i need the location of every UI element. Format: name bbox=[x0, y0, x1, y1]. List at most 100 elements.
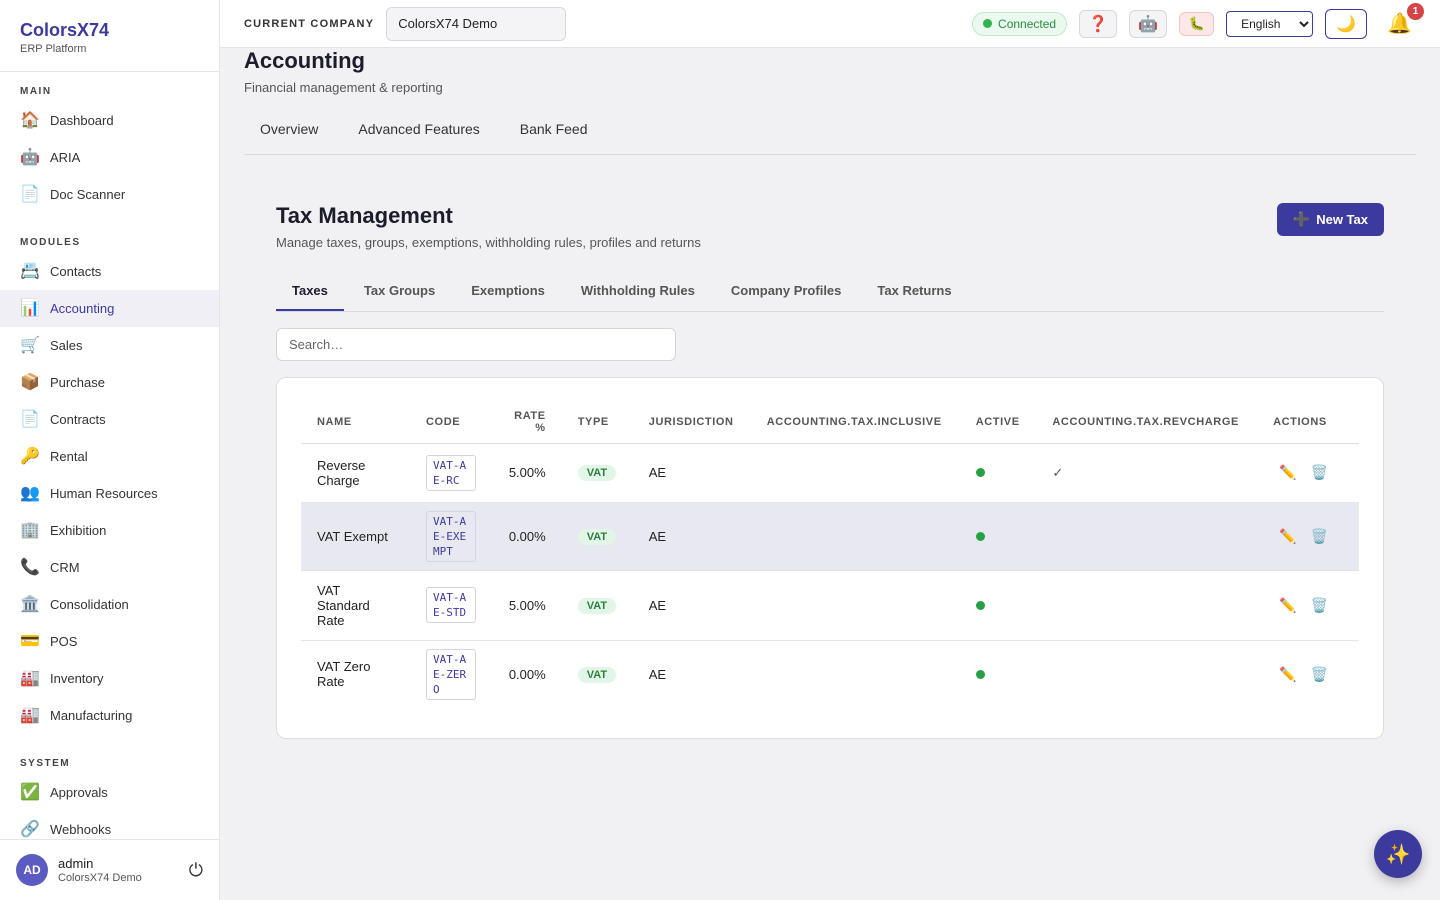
tax-name: VAT Standard Rate bbox=[301, 570, 410, 641]
tab-bank-feed[interactable]: Bank Feed bbox=[519, 121, 588, 137]
sales-icon: 🛒 bbox=[20, 336, 40, 354]
pencil-icon[interactable]: ✏️ bbox=[1279, 527, 1297, 544]
sidebar-item-pos[interactable]: 💳 POS bbox=[0, 623, 219, 660]
theme-toggle-button[interactable]: 🌙 bbox=[1325, 8, 1368, 39]
sidebar-item-exhibition[interactable]: 🏢 Exhibition bbox=[0, 512, 219, 549]
consolidation-icon: 🏛️ bbox=[20, 595, 40, 613]
sidebar: ColorsX74 ERP Platform MAIN 🏠 Dashboard 🤖 AR… bbox=[0, 0, 220, 900]
tax-type-badge: VAT bbox=[577, 597, 617, 614]
tab-withholding-rules[interactable]: Withholding Rules bbox=[580, 283, 695, 298]
sidebar-item-dashboard[interactable]: 🏠 Dashboard bbox=[0, 102, 219, 139]
tab-exemptions[interactable]: Exemptions bbox=[471, 283, 545, 298]
table-row[interactable]: Reverse Charge VAT-AE-RC 5.00% VAT AE ✓ ✏️ 🗑️ bbox=[301, 443, 1359, 503]
power-icon[interactable]: ⏻ bbox=[188, 859, 203, 880]
notification-count-badge: 1 bbox=[1407, 3, 1424, 20]
column-header: ACTIVE bbox=[959, 402, 1037, 444]
sidebar-item-contracts[interactable]: 📄 Contracts bbox=[0, 401, 219, 438]
doc-scanner-icon: 📄 bbox=[20, 185, 40, 203]
table-body: Reverse Charge VAT-AE-RC 5.00% VAT AE ✓ ✏️ 🗑️ VA… bbox=[301, 443, 1359, 708]
sidebar-item-inventory[interactable]: 🏭 Inventory bbox=[0, 660, 219, 697]
sidebar-item-label: Approvals bbox=[50, 785, 108, 800]
tax-code: VAT-AE-EXEMPT bbox=[426, 510, 476, 562]
notifications-button[interactable]: 🔔 1 bbox=[1387, 3, 1424, 36]
column-header: TYPE bbox=[561, 402, 633, 444]
tax-code-cell: VAT-AE-ZERO bbox=[410, 640, 493, 708]
sidebar-item-sales[interactable]: 🛒 Sales bbox=[0, 327, 219, 364]
sidebar-item-contacts[interactable]: 📇 Contacts bbox=[0, 253, 219, 290]
sidebar-item-human-resources[interactable]: 👥 Human Resources bbox=[0, 475, 219, 512]
tab-tax-groups[interactable]: Tax Groups bbox=[363, 283, 436, 298]
tax-active-cell bbox=[959, 443, 1037, 503]
tax-code: VAT-AE-STD bbox=[426, 587, 476, 623]
check-icon: ✓ bbox=[1052, 464, 1064, 480]
topbar: CURRENT COMPANY Connected ❓ 🤖 🐛 English … bbox=[220, 0, 1440, 48]
assistant-button[interactable]: 🤖 bbox=[1129, 9, 1168, 38]
moon-icon: 🌙 bbox=[1336, 15, 1357, 33]
sidebar-item-manufacturing[interactable]: 🏭 Manufacturing bbox=[0, 697, 219, 734]
status-dot-icon bbox=[983, 19, 993, 28]
trash-icon[interactable]: 🗑️ bbox=[1310, 596, 1328, 613]
sidebar-item-label: Human Resources bbox=[50, 486, 158, 501]
tax-management-panel: Tax Management Manage taxes, groups, exe… bbox=[276, 203, 1384, 739]
pencil-icon[interactable]: ✏️ bbox=[1279, 464, 1297, 480]
sidebar-item-purchase[interactable]: 📦 Purchase bbox=[0, 364, 219, 401]
tax-active-cell bbox=[959, 502, 1037, 571]
rental-icon: 🔑 bbox=[20, 447, 40, 465]
sidebar-item-accounting[interactable]: 📊 Accounting bbox=[0, 290, 219, 327]
column-header: RATE % bbox=[492, 402, 562, 444]
tax-revcharge bbox=[1036, 570, 1258, 641]
tax-active-cell bbox=[960, 640, 1037, 708]
sidebar-item-aria[interactable]: 🤖 ARIA bbox=[0, 139, 219, 176]
topbar-actions: Connected ❓ 🤖 🐛 English 🌙 🔔 1 bbox=[972, 3, 1424, 39]
sidebar-item-consolidation[interactable]: 🏛️ Consolidation bbox=[0, 586, 219, 623]
sidebar-item-rental[interactable]: 🔑 Rental bbox=[0, 438, 219, 475]
tab-advanced-features[interactable]: Advanced Features bbox=[358, 121, 480, 137]
tab-taxes[interactable]: Taxes bbox=[276, 274, 344, 311]
trash-icon[interactable]: 🗑️ bbox=[1310, 665, 1328, 682]
user-name: admin bbox=[58, 856, 94, 871]
sidebar-item-approvals[interactable]: ✅ Approvals bbox=[0, 774, 219, 811]
bell-icon: 🔔 bbox=[1387, 13, 1412, 35]
exhibition-icon: 🏢 bbox=[20, 521, 40, 539]
language-select[interactable]: English bbox=[1226, 10, 1314, 37]
sidebar-item-crm[interactable]: 📞 CRM bbox=[0, 549, 219, 586]
page-subtitle: Financial management & reporting bbox=[244, 80, 443, 95]
sidebar-item-webhooks[interactable]: 🔗 Webhooks bbox=[0, 811, 219, 848]
sidebar-item-doc-scanner[interactable]: 📄 Doc Scanner bbox=[0, 176, 219, 213]
avatar[interactable]: AD bbox=[16, 854, 48, 886]
new-tax-button[interactable]: ➕ New Tax bbox=[1276, 203, 1384, 236]
sidebar-item-label: POS bbox=[50, 634, 78, 649]
tab-overview[interactable]: Overview bbox=[260, 121, 319, 137]
tax-jurisdiction: AE bbox=[632, 570, 751, 641]
tab-tax-returns[interactable]: Tax Returns bbox=[877, 283, 952, 298]
table-row[interactable]: VAT Exempt VAT-AE-EXEMPT 0.00% VAT AE ✏️ 🗑️ bbox=[301, 502, 1359, 571]
bug-report-button[interactable]: 🐛 bbox=[1179, 11, 1215, 36]
sidebar-item-label: Dashboard bbox=[50, 113, 114, 128]
row-actions: ✏️ 🗑️ bbox=[1257, 570, 1359, 641]
tax-type-cell: VAT bbox=[562, 640, 633, 708]
table-row[interactable]: VAT Zero Rate VAT-AE-ZERO 0.00% VAT AE ✏️ 🗑️ bbox=[301, 640, 1359, 708]
ai-assistant-fab[interactable]: ✨ bbox=[1374, 830, 1422, 878]
tab-company-profiles[interactable]: Company Profiles bbox=[730, 283, 842, 298]
tax-jurisdiction: AE bbox=[632, 443, 751, 503]
human-resources-icon: 👥 bbox=[20, 484, 40, 502]
sidebar-item-label: Consolidation bbox=[50, 597, 129, 612]
trash-icon[interactable]: 🗑️ bbox=[1310, 464, 1328, 480]
sidebar-item-label: Exhibition bbox=[50, 523, 107, 538]
table-row[interactable]: VAT Standard Rate VAT-AE-STD 5.00% VAT AE ✏️ 🗑… bbox=[301, 570, 1359, 641]
pencil-icon[interactable]: ✏️ bbox=[1279, 596, 1297, 613]
row-actions: ✏️ 🗑️ bbox=[1257, 640, 1359, 708]
trash-icon[interactable]: 🗑️ bbox=[1310, 527, 1328, 544]
tax-jurisdiction: AE bbox=[648, 666, 667, 682]
help-button[interactable]: ❓ bbox=[1079, 9, 1118, 38]
column-header: NAME bbox=[301, 402, 410, 444]
tax-active-cell bbox=[959, 570, 1037, 641]
tax-inclusive bbox=[751, 640, 960, 708]
brand: ColorsX74 ERP Platform bbox=[0, 0, 219, 72]
inventory-icon: 🏭 bbox=[20, 669, 40, 687]
crm-icon: 📞 bbox=[20, 558, 40, 576]
search-input[interactable] bbox=[276, 328, 676, 361]
pencil-icon[interactable]: ✏️ bbox=[1279, 665, 1297, 682]
nav-section-title: SYSTEM bbox=[20, 758, 71, 769]
company-input[interactable] bbox=[386, 6, 567, 41]
